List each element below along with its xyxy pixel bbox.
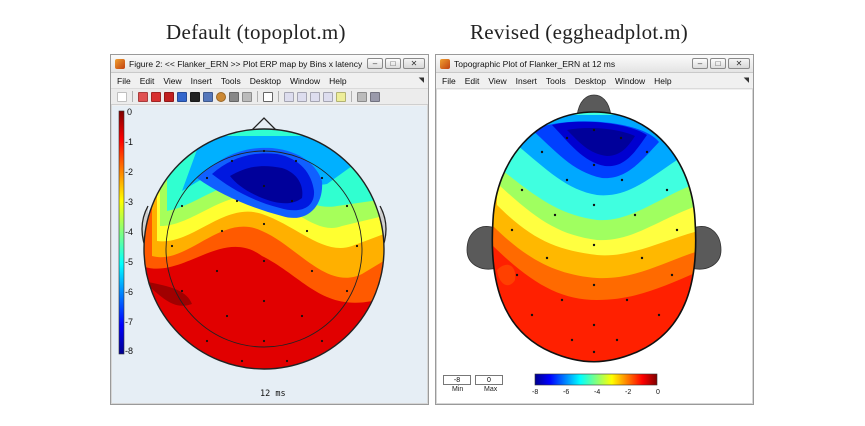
menu-edit[interactable]: Edit <box>139 76 155 86</box>
map-icon[interactable] <box>177 91 187 102</box>
latency-label: 12 ms <box>260 389 286 399</box>
colorbar-tick: -5 <box>125 257 134 267</box>
menu-window[interactable]: Window <box>289 76 321 86</box>
electrode-markers <box>510 128 679 354</box>
menu-file[interactable]: File <box>117 76 131 86</box>
colorbar <box>534 373 658 386</box>
topoplot-map <box>118 110 387 370</box>
menu-dock-arrow-icon[interactable]: ◥ <box>743 77 749 84</box>
matlab-icon <box>440 59 450 69</box>
menu-desktop[interactable]: Desktop <box>574 76 606 86</box>
menu-help[interactable]: Help <box>654 76 672 86</box>
window-title: Topographic Plot of Flanker_ERN at 12 ms <box>454 59 616 69</box>
right-ear <box>690 226 722 270</box>
window-title: Figure 2: << Flanker_ERN >> Plot ERP map… <box>129 59 363 69</box>
colorbar-tick: -2 <box>125 167 134 177</box>
egghead-axes: -8 0 Min Max -8 -6 -4 -2 0 <box>437 90 752 403</box>
head-outline <box>491 111 697 363</box>
toolbar-separator <box>278 91 279 102</box>
colorbar-tick: -7 <box>125 317 134 327</box>
menu-tools[interactable]: Tools <box>220 76 241 86</box>
menu-view[interactable]: View <box>488 76 507 86</box>
export-icon[interactable] <box>151 91 161 102</box>
menu-help[interactable]: Help <box>329 76 347 86</box>
figure-window-left: Figure 2: << Flanker_ERN >> Plot ERP map… <box>110 54 429 405</box>
menu-edit[interactable]: Edit <box>464 76 480 86</box>
min-label: Min <box>452 386 464 393</box>
caption-revised: Revised (eggheadplot.m) <box>470 20 689 44</box>
matlab-icon <box>115 59 125 69</box>
rotate-icon[interactable] <box>323 91 333 102</box>
colorbar <box>118 110 125 355</box>
minimize-button[interactable]: – <box>692 58 708 69</box>
legend-icon[interactable] <box>370 91 380 102</box>
electrode-markers <box>170 149 359 363</box>
topoplot-axes: 0 -1 -2 -3 -4 -5 -6 -7 -8 12 ms <box>112 106 427 403</box>
title-bar[interactable]: Topographic Plot of Flanker_ERN at 12 ms… <box>436 55 753 73</box>
caption-default: Default (topoplot.m) <box>166 20 346 44</box>
close-button[interactable]: ✕ <box>403 58 425 69</box>
colorbar-tick: 0 <box>656 389 660 396</box>
colorbar-tick: -3 <box>125 197 134 207</box>
menu-bar: File Edit View Insert Tools Desktop Wind… <box>436 73 753 89</box>
min-value-field[interactable]: -8 <box>443 375 471 385</box>
color-icon[interactable] <box>216 91 226 102</box>
maximize-button[interactable]: □ <box>710 58 726 69</box>
menu-file[interactable]: File <box>442 76 456 86</box>
menu-view[interactable]: View <box>163 76 182 86</box>
toolbar-separator <box>257 91 258 102</box>
save-icon[interactable] <box>229 91 239 102</box>
colorbar-tick: -4 <box>594 389 601 396</box>
zoom-out-icon[interactable] <box>297 91 307 102</box>
figure-window-right: Topographic Plot of Flanker_ERN at 12 ms… <box>435 54 754 405</box>
minimize-button[interactable]: – <box>367 58 383 69</box>
print-icon[interactable] <box>242 91 252 102</box>
head-outline <box>143 128 385 370</box>
print-preview-icon[interactable] <box>164 91 174 102</box>
maximize-button[interactable]: □ <box>385 58 401 69</box>
data-cursor-icon[interactable] <box>336 91 346 102</box>
colorbar-tick: -1 <box>125 137 134 147</box>
left-ear <box>466 226 498 270</box>
colorbar-tick: -8 <box>532 389 539 396</box>
menu-tools[interactable]: Tools <box>545 76 566 86</box>
zoom-in-icon[interactable] <box>284 91 294 102</box>
plot-icon[interactable] <box>117 91 127 102</box>
menu-window[interactable]: Window <box>614 76 646 86</box>
window-controls: – □ ✕ <box>367 58 425 69</box>
menu-insert[interactable]: Insert <box>515 76 537 86</box>
toolbar-separator <box>132 91 133 102</box>
toolbar-separator <box>351 91 352 102</box>
colorbar-tick: -4 <box>125 227 134 237</box>
grid-icon[interactable] <box>203 91 213 102</box>
title-bar[interactable]: Figure 2: << Flanker_ERN >> Plot ERP map… <box>111 55 428 73</box>
max-label: Max <box>484 386 498 393</box>
close-button[interactable]: ✕ <box>728 58 750 69</box>
line-icon[interactable] <box>190 91 200 102</box>
menu-dock-arrow-icon[interactable]: ◥ <box>418 77 424 84</box>
egghead-map <box>466 94 722 386</box>
colorbar-tick: -6 <box>125 287 134 297</box>
menu-bar: File Edit View Insert Tools Desktop Wind… <box>111 73 428 89</box>
menu-insert[interactable]: Insert <box>190 76 212 86</box>
max-value-field[interactable]: 0 <box>475 375 503 385</box>
pan-icon[interactable] <box>310 91 320 102</box>
window-controls: – □ ✕ <box>692 58 750 69</box>
colorbar-tick: 0 <box>127 107 133 117</box>
toolbar <box>111 89 428 105</box>
min-max-inputs: -8 0 <box>443 375 503 385</box>
colorbar-icon[interactable] <box>357 91 367 102</box>
menu-desktop[interactable]: Desktop <box>249 76 281 86</box>
pointer-icon[interactable] <box>263 91 273 102</box>
nose <box>249 117 279 133</box>
colormap-icon[interactable] <box>138 91 148 102</box>
colorbar-tick: -2 <box>625 389 632 396</box>
nose <box>576 94 612 117</box>
colorbar-tick: -8 <box>125 346 134 356</box>
colorbar-tick: -6 <box>563 389 570 396</box>
